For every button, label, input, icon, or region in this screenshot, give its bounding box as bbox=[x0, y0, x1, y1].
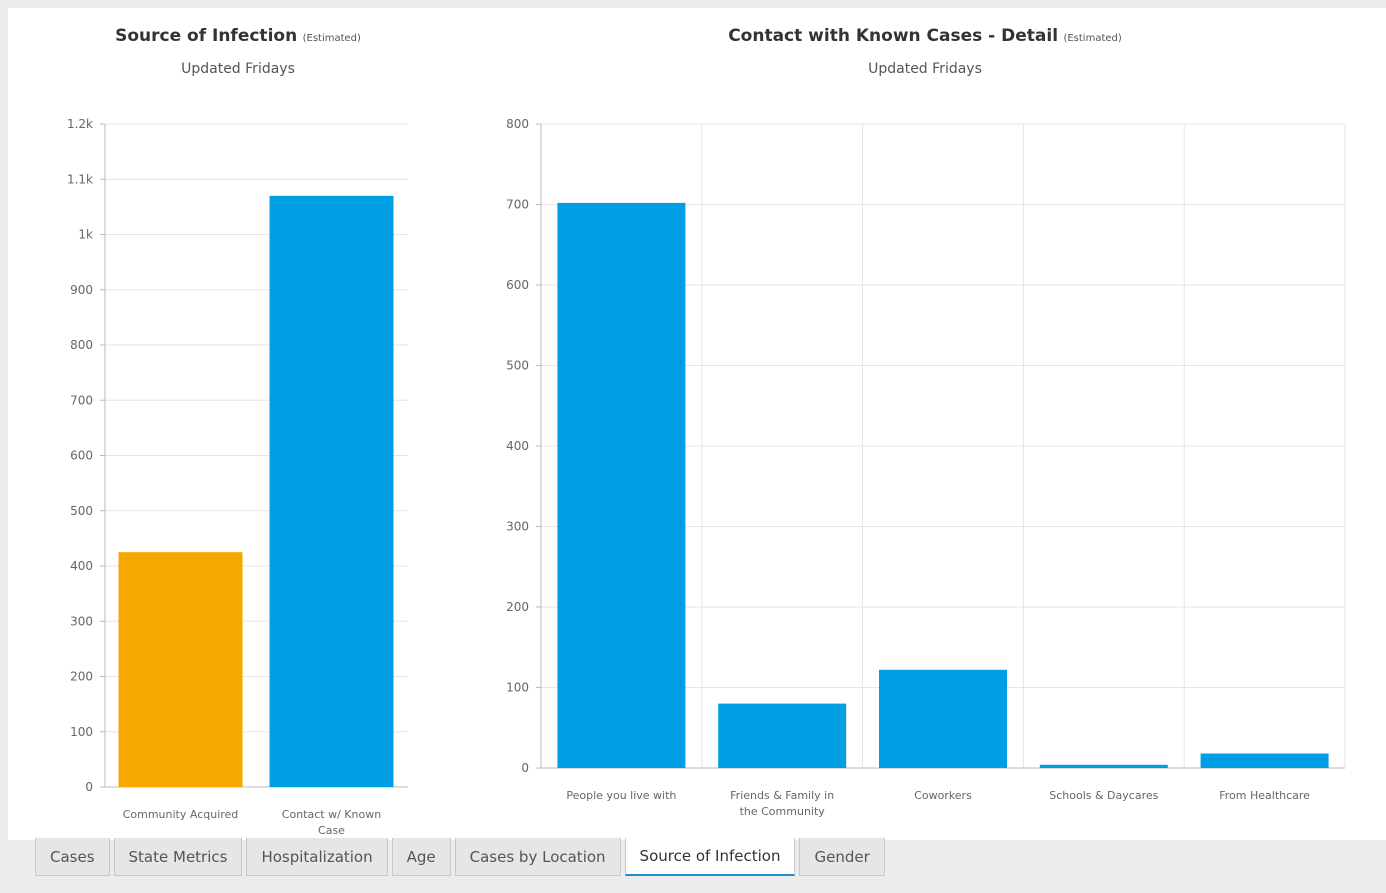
tab-source-of-infection[interactable]: Source of Infection bbox=[624, 838, 796, 876]
right-chart-ytick-label: 300 bbox=[506, 520, 529, 534]
right-chart-bar[interactable] bbox=[557, 202, 686, 768]
left-chart-title: Source of Infection (Estimated) bbox=[88, 26, 388, 46]
left-chart-ytick-label: 1.2k bbox=[67, 117, 93, 131]
left-chart-ytick-label: 1.1k bbox=[67, 172, 93, 186]
right-chart-bar[interactable] bbox=[879, 669, 1007, 768]
tab-bar: Cases State Metrics Hospitalization Age Case… bbox=[35, 838, 885, 878]
right-chart-ytick-label: 200 bbox=[506, 600, 529, 614]
left-chart-category-label: Contact w/ Known bbox=[282, 808, 381, 821]
left-chart-ytick-label: 900 bbox=[70, 283, 93, 297]
right-chart-title-main: Contact with Known Cases - Detail bbox=[728, 26, 1059, 46]
tab-gender[interactable]: Gender bbox=[799, 838, 885, 876]
right-chart-ytick-label: 0 bbox=[521, 761, 529, 775]
right-chart-category-label: Friends & Family in bbox=[730, 789, 834, 802]
left-chart-bar[interactable] bbox=[269, 195, 394, 787]
left-chart-ytick-label: 0 bbox=[85, 780, 93, 794]
right-chart-ytick-label: 700 bbox=[506, 198, 529, 212]
left-chart-ytick-label: 600 bbox=[70, 449, 93, 463]
right-chart-bar[interactable] bbox=[1039, 764, 1168, 768]
left-chart-ytick-label: 500 bbox=[70, 504, 93, 518]
left-chart-ytick-label: 300 bbox=[70, 614, 93, 628]
left-chart-category-label: Community Acquired bbox=[123, 808, 239, 821]
right-chart-category-label: the Community bbox=[740, 805, 826, 818]
left-chart-ytick-label: 200 bbox=[70, 670, 93, 684]
right-chart-ytick-label: 500 bbox=[506, 359, 529, 373]
tab-cases[interactable]: Cases bbox=[35, 838, 110, 876]
left-chart-bar[interactable] bbox=[118, 552, 243, 787]
right-chart-bar[interactable] bbox=[1200, 753, 1329, 768]
right-chart-ytick-label: 100 bbox=[506, 681, 529, 695]
left-chart-category-label: Case bbox=[318, 824, 345, 837]
left-chart-ytick-label: 400 bbox=[70, 559, 93, 573]
left-chart-title-suffix: (Estimated) bbox=[302, 33, 361, 44]
left-chart-subtitle: Updated Fridays bbox=[181, 61, 295, 77]
right-chart-title: Contact with Known Cases - Detail (Estim… bbox=[640, 26, 1210, 46]
right-chart-category-label: Schools & Daycares bbox=[1049, 789, 1158, 802]
right-chart-ytick-label: 800 bbox=[506, 117, 529, 131]
left-chart-ytick-label: 700 bbox=[70, 393, 93, 407]
left-chart-title-main: Source of Infection bbox=[115, 26, 298, 46]
right-chart-category-label: People you live with bbox=[566, 789, 676, 802]
right-chart-ytick-label: 400 bbox=[506, 439, 529, 453]
tab-cases-by-location[interactable]: Cases by Location bbox=[454, 838, 621, 876]
right-chart-title-suffix: (Estimated) bbox=[1063, 33, 1122, 44]
left-chart-ytick-label: 100 bbox=[70, 725, 93, 739]
right-chart-subtitle: Updated Fridays bbox=[868, 61, 982, 77]
right-chart-ytick-label: 600 bbox=[506, 278, 529, 292]
tab-age[interactable]: Age bbox=[391, 838, 451, 876]
right-chart-category-label: From Healthcare bbox=[1219, 789, 1310, 802]
right-chart-category-label: Coworkers bbox=[914, 789, 972, 802]
left-chart-ytick-label: 800 bbox=[70, 338, 93, 352]
tab-hospitalization[interactable]: Hospitalization bbox=[246, 838, 388, 876]
left-chart-ytick-label: 1k bbox=[78, 228, 93, 242]
tab-state-metrics[interactable]: State Metrics bbox=[113, 838, 243, 876]
right-chart-bar[interactable] bbox=[718, 703, 847, 768]
